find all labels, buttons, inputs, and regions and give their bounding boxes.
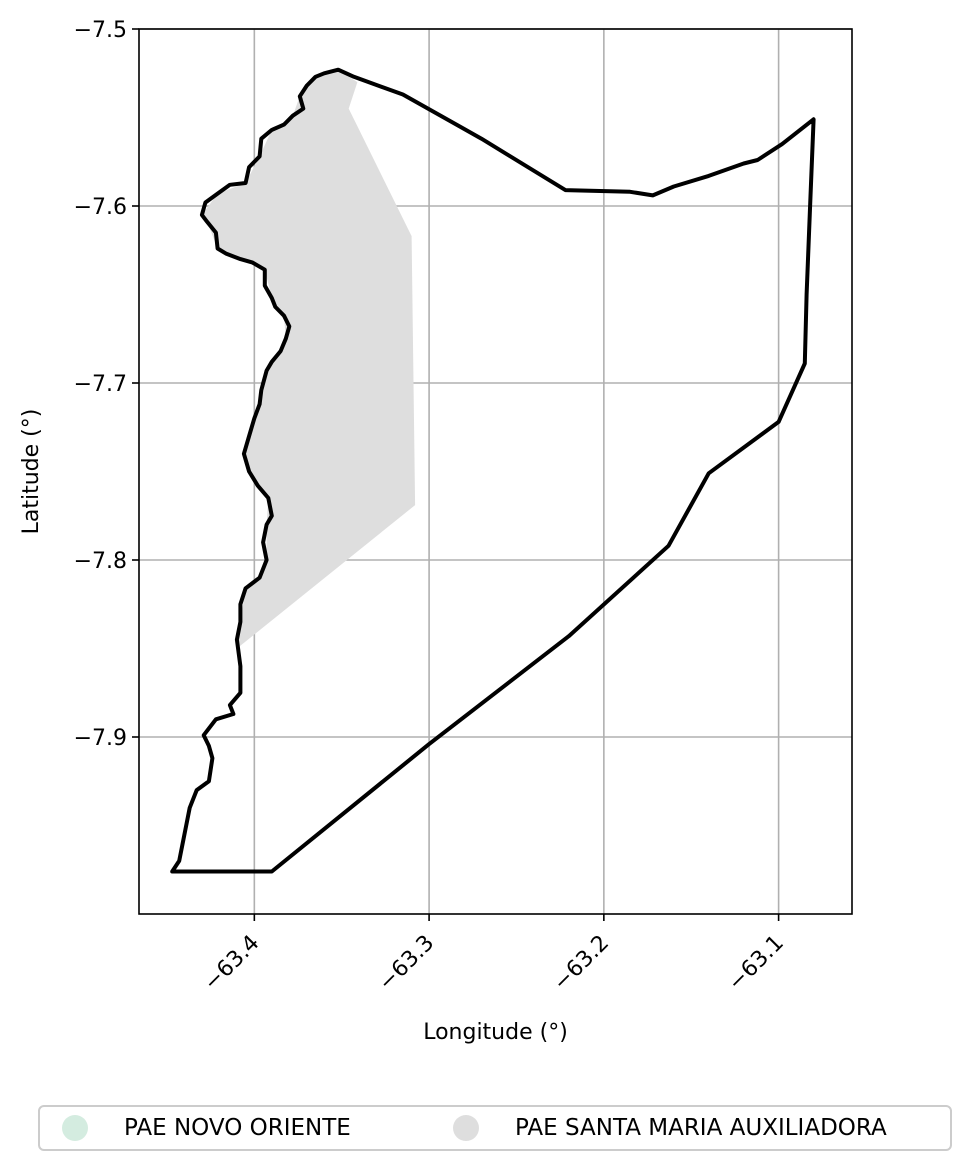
y-tick-label-4: −7.9: [74, 726, 127, 751]
legend: PAE NOVO ORIENTE PAE SANTA MARIA AUXILIA…: [38, 1105, 952, 1151]
legend-marker-santa-maria-auxiliadora: [453, 1115, 479, 1141]
x-axis-ticks: −63.4 −63.3 −63.2 −63.1: [199, 914, 789, 996]
y-tick-label-3: −7.8: [74, 549, 127, 574]
y-tick-label-1: −7.6: [74, 195, 127, 220]
x-tick-label-3: −63.1: [723, 931, 788, 996]
y-axis-ticks: −7.5 −7.6 −7.7 −7.8 −7.9: [74, 18, 139, 751]
y-axis-title: Latitude (°): [19, 409, 44, 535]
x-axis-title: Longitude (°): [423, 1020, 568, 1045]
legend-label-santa-maria-auxiliadora: PAE SANTA MARIA AUXILIADORA: [515, 1115, 887, 1141]
x-tick-label-0: −63.4: [199, 931, 264, 996]
legend-marker-novo-oriente: [62, 1115, 88, 1141]
plot-area: [138, 28, 853, 915]
plot-frame: [138, 28, 853, 915]
legend-item-santa-maria-auxiliadora: PAE SANTA MARIA AUXILIADORA: [453, 1107, 887, 1149]
y-tick-label-0: −7.5: [74, 18, 127, 43]
legend-label-novo-oriente: PAE NOVO ORIENTE: [124, 1115, 351, 1141]
settlement-boundary: [170, 67, 816, 874]
x-tick-label-2: −63.2: [549, 931, 614, 996]
y-tick-label-2: −7.7: [74, 372, 127, 397]
area-polygons: [201, 69, 416, 649]
x-tick-label-1: −63.3: [374, 931, 439, 996]
legend-item-novo-oriente: PAE NOVO ORIENTE: [62, 1107, 351, 1149]
map-figure: −63.4 −63.3 −63.2 −63.1 −7.5−7.6−7.7−7.8−7.…: [19, 18, 853, 1045]
area-polygon-1: [201, 69, 416, 649]
